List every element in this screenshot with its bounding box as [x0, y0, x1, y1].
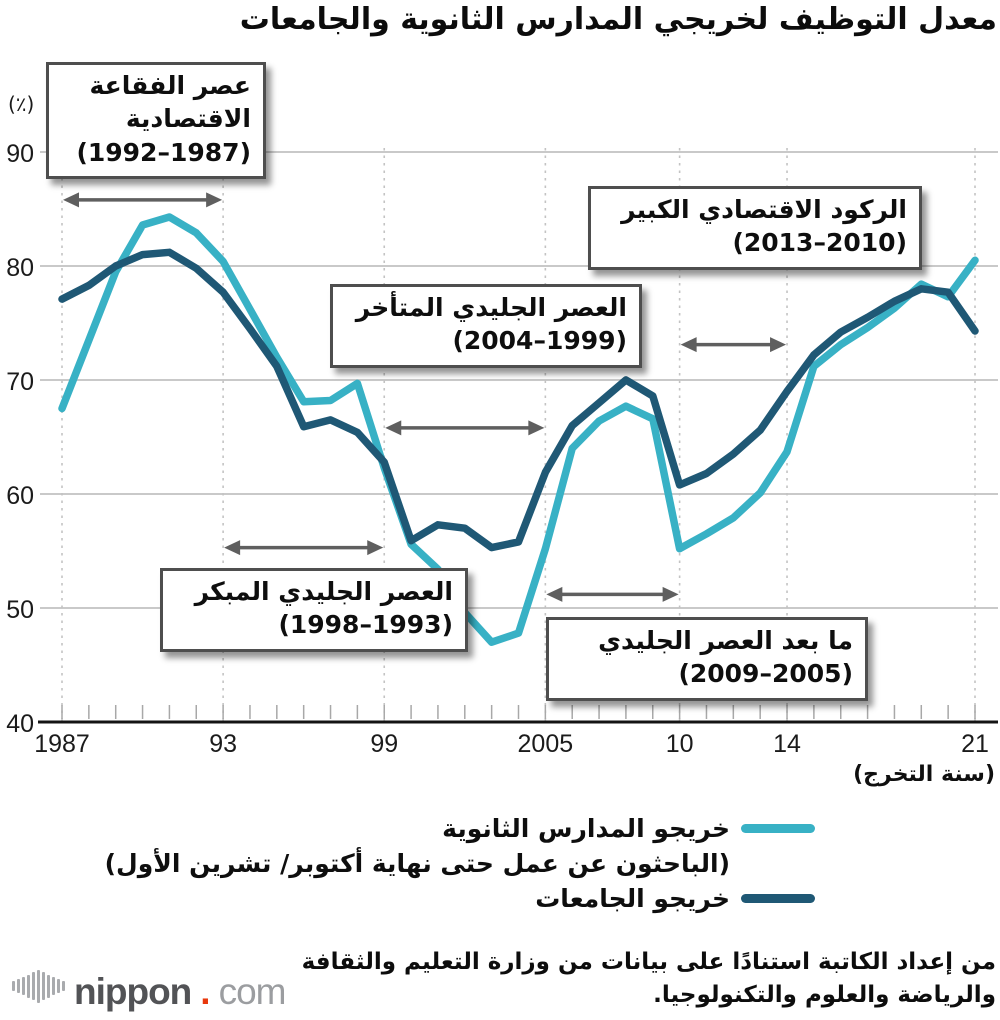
svg-text:80: 80 — [6, 254, 34, 282]
annotation-label: العصر الجليدي المتأخر — [355, 293, 627, 322]
university-graduates-line — [58, 248, 979, 552]
svg-text:50: 50 — [6, 596, 34, 624]
svg-text:21: 21 — [961, 730, 989, 758]
legend-label: خريجو المدارس الثانوية — [442, 814, 730, 843]
logo-dot: . — [200, 971, 210, 1012]
nippon-logo-bars-icon — [12, 966, 65, 1010]
svg-text:99: 99 — [370, 730, 398, 758]
annotation-great-recession: الركود الاقتصادي الكبير (2010–2013) — [588, 186, 922, 270]
annotation-bubble-era: عصر الفقاعة الاقتصادية (1987–1992) — [46, 62, 266, 179]
annotation-label: الركود الاقتصادي الكبير — [621, 195, 907, 224]
annotation-post-ice-age: ما بعد العصر الجليدي (2005–2009) — [546, 617, 868, 701]
annotation-years: (1993–1998) — [278, 610, 453, 640]
svg-text:40: 40 — [6, 710, 34, 738]
legend-item-highschool-note: (الباحثون عن عمل حتى نهاية أكتوبر/ تشرين… — [105, 846, 815, 881]
page-title: معدل التوظيف لخريجي المدارس الثانوية وال… — [239, 2, 998, 37]
svg-text:93: 93 — [209, 730, 237, 758]
university-line-swatch — [741, 894, 815, 903]
highschool-line-swatch — [741, 824, 815, 833]
legend-item-university: خريجو الجامعات — [105, 881, 815, 916]
data-lines — [58, 213, 979, 646]
nippon-logo: nippon. com — [12, 966, 287, 1012]
svg-text:90: 90 — [6, 140, 34, 168]
x-axis-title: (سنة التخرج) — [853, 762, 995, 787]
svg-text:1987: 1987 — [34, 730, 90, 758]
annotation-years: (2010–2013) — [732, 228, 907, 258]
legend: خريجو المدارس الثانوية (الباحثون عن عمل … — [105, 811, 815, 916]
legend-label: خريجو الجامعات — [535, 884, 730, 913]
annotation-late-ice-age: العصر الجليدي المتأخر (1999–2004) — [330, 284, 642, 368]
highschool-graduates-line — [58, 213, 979, 646]
annotation-early-ice-age: العصر الجليدي المبكر (1993–1998) — [160, 568, 468, 652]
annotation-label: عصر الفقاعة الاقتصادية — [89, 71, 251, 134]
axis-ticks — [38, 705, 998, 724]
period-arrows — [63, 192, 787, 602]
axis-labels: 40 50 60 70 80 90 1987 93 99 2005 10 14 21 — [6, 140, 989, 758]
annotation-label: العصر الجليدي المبكر — [194, 577, 453, 606]
svg-text:70: 70 — [6, 368, 34, 396]
svg-text:10: 10 — [666, 730, 694, 758]
legend-item-highschool: خريجو المدارس الثانوية — [105, 811, 815, 846]
svg-text:14: 14 — [773, 730, 801, 758]
annotation-years: (2005–2009) — [678, 659, 853, 689]
logo-wordmark: nippon — [74, 971, 192, 1012]
annotation-label: ما بعد العصر الجليدي — [598, 626, 853, 655]
svg-text:60: 60 — [6, 482, 34, 510]
source-note: من إعداد الكاتبة استنادًا على بيانات من … — [301, 949, 996, 1008]
legend-sublabel: (الباحثون عن عمل حتى نهاية أكتوبر/ تشرين… — [104, 849, 730, 878]
logo-tld: com — [218, 971, 287, 1012]
svg-text:2005: 2005 — [518, 730, 574, 758]
annotation-years: (1987–1992) — [76, 137, 251, 167]
annotation-years: (1999–2004) — [452, 326, 627, 356]
y-axis-unit-label: (٪) — [8, 92, 35, 116]
